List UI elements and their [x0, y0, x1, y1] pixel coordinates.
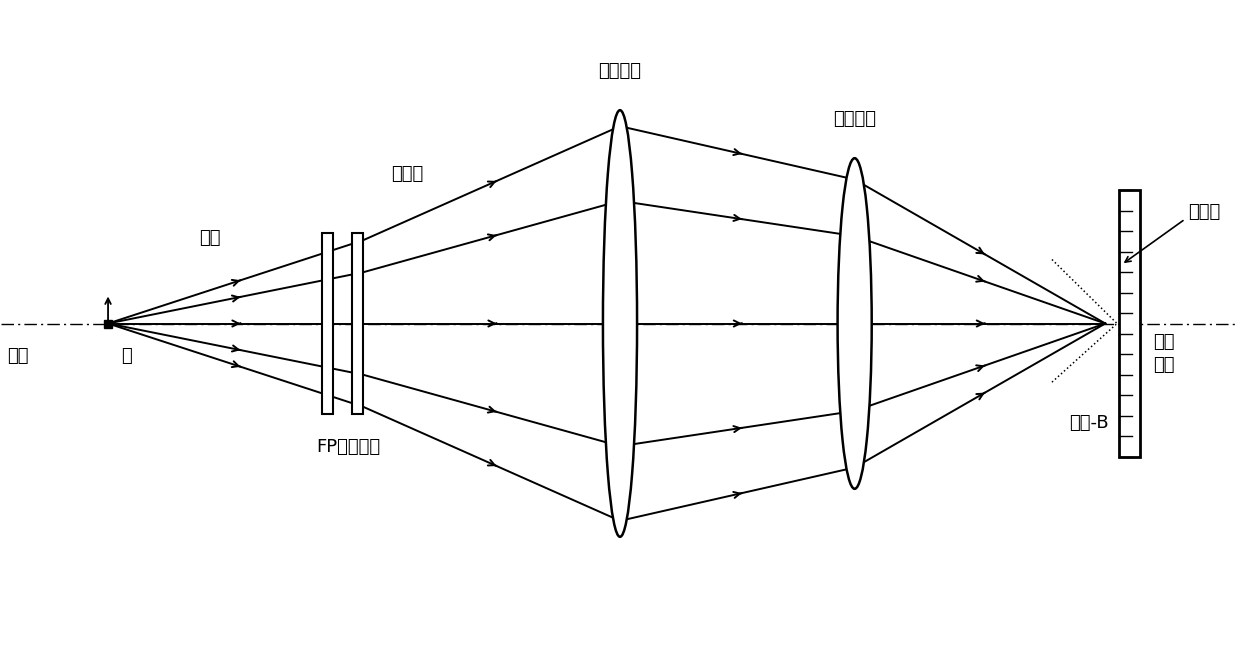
Text: 光敏元: 光敏元	[1188, 203, 1220, 221]
Bar	[1120, 190, 1141, 457]
Text: FP波谱结构: FP波谱结构	[316, 437, 381, 455]
Text: 第一物镜: 第一物镜	[599, 62, 641, 80]
Text: 物: 物	[120, 347, 131, 365]
Text: 物光: 物光	[198, 228, 221, 247]
Ellipse shape	[837, 158, 872, 489]
Text: 光轴: 光轴	[6, 347, 29, 365]
Text: 谱光束: 谱光束	[391, 165, 423, 182]
Bar	[322, 233, 334, 414]
Text: 第二物镜: 第二物镜	[833, 111, 877, 128]
Bar	[352, 233, 363, 414]
Ellipse shape	[603, 110, 637, 537]
Text: 光敏
阵列: 光敏 阵列	[1153, 333, 1174, 374]
Text: 焦点-B: 焦点-B	[1069, 414, 1109, 432]
